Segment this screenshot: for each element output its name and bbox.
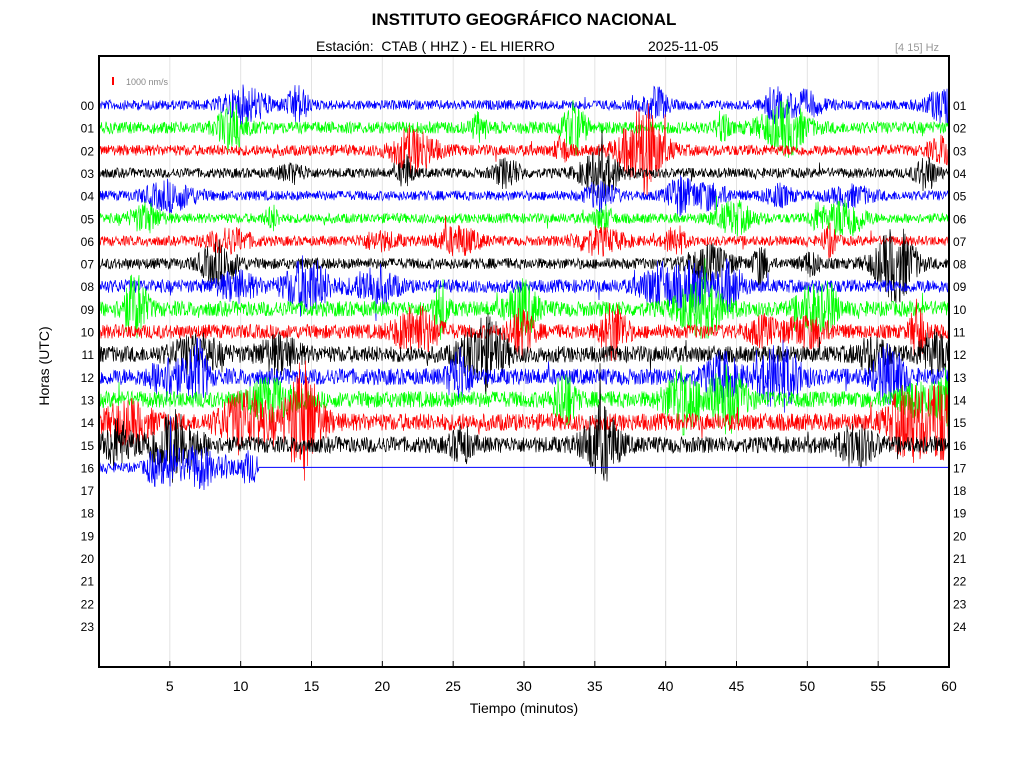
hour-label-left: 19 (81, 529, 95, 543)
x-tick-label: 5 (166, 678, 174, 694)
plot-frame (98, 55, 950, 668)
y-axis-label: Horas (UTC) (36, 326, 52, 406)
hour-label-left: 17 (81, 484, 95, 498)
hour-label-right: 01 (953, 99, 967, 113)
date-label: 2025-11-05 (648, 38, 719, 54)
hour-label-left: 05 (81, 212, 95, 226)
seismic-trace (98, 364, 950, 436)
x-axis-label: Tiempo (minutos) (469, 700, 579, 716)
hour-label-right: 06 (953, 212, 967, 226)
hour-label-right: 02 (953, 122, 967, 136)
frequency-band-label: [4 15] Hz (895, 42, 940, 54)
hour-label-right: 15 (953, 416, 967, 430)
hour-label-left: 22 (81, 597, 95, 611)
seismic-trace (98, 363, 950, 483)
scale-legend-bar (112, 77, 114, 85)
hour-label-right: 21 (953, 552, 967, 566)
hour-label-left: 08 (81, 280, 95, 294)
hour-label-left: 23 (81, 620, 95, 634)
hour-label-left: 11 (82, 348, 95, 362)
hour-label-left: 09 (81, 303, 95, 317)
hour-label-left: 13 (81, 393, 95, 407)
hour-label-left: 18 (81, 507, 95, 521)
hour-label-left: 07 (81, 258, 95, 272)
seismic-trace (98, 129, 950, 199)
x-tick-label: 10 (233, 678, 249, 694)
chart-title: INSTITUTO GEOGRÁFICO NACIONAL (371, 10, 677, 29)
hour-label-right: 09 (953, 280, 967, 294)
hour-label-right: 19 (953, 507, 967, 521)
x-tick-label: 20 (375, 678, 391, 694)
x-tick-label: 25 (445, 678, 461, 694)
x-tick-label: 30 (516, 678, 532, 694)
hour-label-right: 10 (953, 303, 967, 317)
seismic-trace (98, 312, 950, 395)
hour-label-right: 11 (953, 326, 966, 340)
hour-label-right: 17 (953, 461, 967, 475)
seismic-trace (98, 416, 260, 491)
hour-label-left: 12 (81, 371, 95, 385)
hour-label-left: 21 (81, 575, 95, 589)
station-label: Estación: CTAB ( HHZ ) - EL HIERRO (316, 38, 555, 54)
hour-label-left: 03 (81, 167, 95, 181)
hour-label-right: 07 (953, 235, 967, 249)
x-tick-label: 35 (587, 678, 603, 694)
hour-label-left: 20 (81, 552, 95, 566)
hour-label-left: 00 (81, 99, 95, 113)
hour-label-layer: 00 01 02 03 04 05 06 07 08 09 10 11 12 13 14 15 16 17 18 19… (81, 99, 967, 634)
hour-label-left: 02 (81, 144, 95, 158)
hour-label-right: 13 (953, 371, 967, 385)
seismic-trace (98, 258, 950, 340)
hour-label-right: 05 (953, 190, 967, 204)
hour-label-left: 06 (81, 235, 95, 249)
hour-label-right: 20 (953, 529, 967, 543)
hour-label-right: 08 (953, 258, 967, 272)
x-tick-label: 50 (800, 678, 816, 694)
hour-label-right: 04 (953, 167, 967, 181)
scale-legend-label: 1000 nm/s (126, 77, 169, 87)
hour-label-left: 16 (81, 461, 95, 475)
seismic-trace (98, 195, 950, 237)
seismic-trace (98, 360, 950, 481)
seismic-trace (98, 103, 950, 200)
seismic-trace (98, 175, 950, 217)
seismic-trace (99, 215, 950, 260)
hour-label-right: 23 (953, 597, 967, 611)
hour-label-right: 14 (953, 393, 967, 407)
seismic-trace (98, 228, 949, 303)
x-tick-label: 45 (729, 678, 745, 694)
trace-layer (98, 84, 950, 491)
hour-label-right: 22 (953, 575, 967, 589)
seismic-trace (98, 337, 950, 413)
hour-label-right: 12 (953, 348, 967, 362)
x-tick-label: 40 (658, 678, 674, 694)
hour-label-left: 10 (81, 326, 95, 340)
seismic-trace (98, 99, 950, 158)
hour-label-right: 03 (953, 144, 967, 158)
hour-label-left: 01 (81, 122, 95, 136)
hour-label-left: 15 (81, 439, 95, 453)
hour-label-left: 04 (81, 190, 95, 204)
seismic-trace (98, 84, 950, 125)
x-tick-label: 15 (304, 678, 320, 694)
hour-label-right: 16 (953, 439, 967, 453)
seismic-trace (98, 298, 950, 362)
hour-label-right: 24 (953, 620, 967, 634)
hour-label-left: 14 (81, 416, 95, 430)
x-tick-label: 55 (870, 678, 886, 694)
hour-label-right: 18 (953, 484, 967, 498)
tick-layer: 5 10 15 20 25 30 35 40 45 50 55 60 (166, 661, 957, 694)
x-tick-label: 60 (941, 678, 957, 694)
